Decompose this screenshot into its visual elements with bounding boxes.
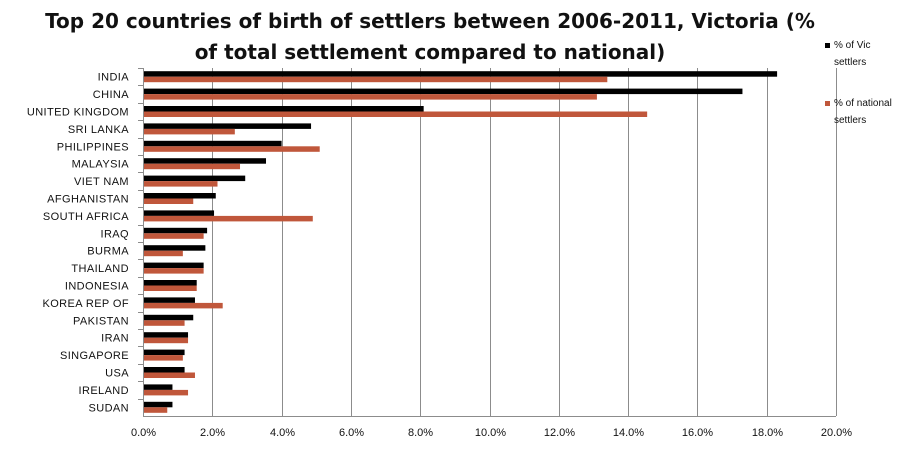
bars: [143, 71, 778, 413]
category-label: KOREA REP OF: [42, 298, 129, 310]
category-label: UNITED KINGDOM: [27, 107, 129, 119]
bar-vic: [143, 384, 173, 390]
legend-label: % of Vic settlers: [834, 40, 871, 68]
bar-national: [143, 128, 235, 135]
category-label: SUDAN: [88, 402, 129, 414]
bar-national: [143, 355, 183, 361]
x-tick-labels: 0.0% 2.0% 4.0% 6.0% 8.0% 10.0% 12.0% 14.0% 16.0%…: [131, 427, 852, 439]
category-label: INDONESIA: [65, 281, 129, 293]
bar-national: [143, 198, 194, 204]
category-label: SOUTH AFRICA: [43, 211, 129, 223]
bar-vic: [143, 349, 185, 356]
x-tick-label: 0.0%: [131, 427, 156, 439]
bar-national: [143, 94, 597, 100]
category-label: IRAN: [101, 333, 129, 345]
bar-national: [143, 320, 185, 326]
bar-vic: [143, 193, 216, 199]
bar-national: [143, 163, 241, 170]
bar-vic: [143, 332, 189, 338]
x-tick-label: 18.0%: [752, 427, 783, 439]
legend-swatch-vic: [825, 43, 830, 48]
bar-national: [143, 285, 197, 291]
bar-national: [143, 111, 648, 117]
category-label: INDIA: [98, 72, 130, 84]
chart-title: Top 20 countries of birth of settlers be…: [45, 9, 815, 64]
bar-vic: [143, 297, 195, 303]
bar-vic: [143, 88, 743, 95]
bar-national: [143, 389, 189, 396]
x-tick-label: 2.0%: [200, 427, 225, 439]
x-tick-label: 8.0%: [408, 427, 433, 439]
bar-vic: [143, 158, 267, 164]
category-label: MALAYSIA: [72, 159, 130, 171]
category-label: IRELAND: [79, 385, 129, 397]
bar-vic: [143, 210, 215, 216]
bar-vic: [143, 140, 282, 147]
bar-national: [143, 268, 204, 274]
x-tick-label: 12.0%: [544, 427, 575, 439]
category-label: PHILIPPINES: [57, 141, 129, 153]
category-label: CHINA: [93, 89, 129, 101]
bar-national: [143, 337, 189, 344]
bar-vic: [143, 314, 194, 321]
bar-national: [143, 233, 204, 239]
bar-vic: [143, 175, 246, 182]
category-label: PAKISTAN: [73, 315, 129, 327]
gridlines: [212, 68, 837, 416]
bar-vic: [143, 401, 173, 408]
bar-national: [143, 302, 223, 309]
category-label: SRI LANKA: [68, 124, 129, 136]
bar-national: [143, 407, 168, 413]
x-tick-label: 6.0%: [339, 427, 364, 439]
bar-national: [143, 215, 313, 222]
x-tick-label: 10.0%: [475, 427, 506, 439]
bar-vic: [143, 123, 312, 129]
bar-national: [143, 181, 218, 187]
category-labels: INDIA CHINA UNITED KINGDOM SRI LANKA PHILIPP…: [27, 72, 129, 415]
x-tick-label: 20.0%: [821, 427, 852, 439]
bar-national: [143, 76, 608, 83]
bar-vic: [143, 367, 185, 373]
category-label: IRAQ: [101, 228, 130, 240]
category-label: USA: [105, 368, 129, 380]
bar-vic: [143, 245, 206, 251]
bar-national: [143, 146, 320, 152]
x-tick-label: 16.0%: [682, 427, 713, 439]
x-tick-label: 14.0%: [613, 427, 644, 439]
x-tick-label: 4.0%: [270, 427, 295, 439]
bar-national: [143, 372, 195, 378]
category-label: THAILAND: [71, 263, 129, 275]
category-label: BURMA: [87, 246, 129, 258]
bar-vic: [143, 71, 778, 77]
bar-vic: [143, 280, 197, 286]
legend-swatch-national: [825, 101, 830, 106]
bar-vic: [143, 106, 424, 112]
category-label: VIET NAM: [74, 176, 129, 188]
category-label: SINGAPORE: [60, 350, 129, 362]
legend-label: % of national settlers: [834, 98, 892, 126]
category-label: AFGHANISTAN: [47, 194, 129, 206]
axes: [138, 68, 836, 417]
legend: % of Vic settlers % of national settlers: [825, 40, 892, 126]
bar-vic: [143, 227, 208, 234]
bar-national: [143, 250, 183, 257]
bar-vic: [143, 262, 204, 269]
